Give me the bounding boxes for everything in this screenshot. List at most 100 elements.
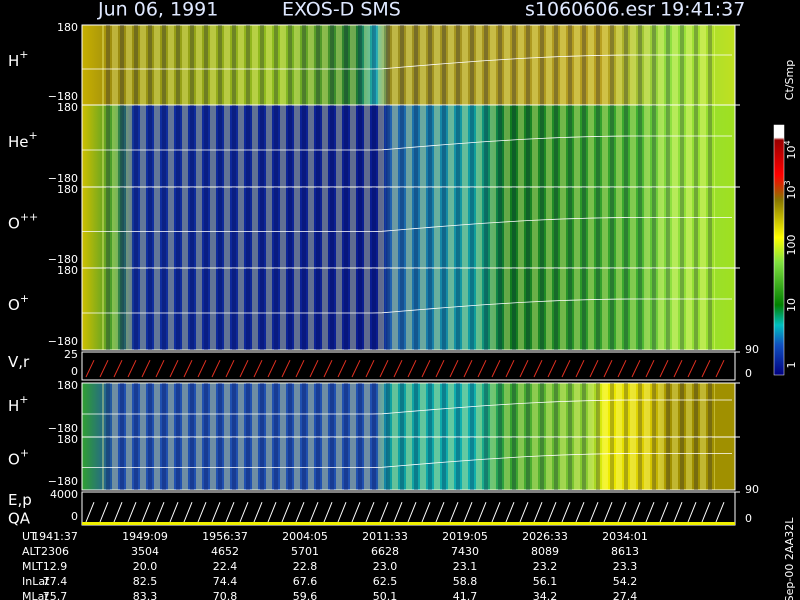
colorbar-label: 100 bbox=[785, 235, 798, 256]
panel-texture bbox=[102, 25, 715, 105]
footer-value: 77.4 bbox=[43, 575, 68, 588]
y-tick-label: 0 bbox=[71, 365, 78, 378]
pitch-curve bbox=[82, 453, 732, 468]
panel-label-text: E,p bbox=[8, 491, 32, 509]
footer-value: 2026:33 bbox=[522, 530, 568, 543]
pitch-curve bbox=[82, 298, 732, 314]
panel-label-sup: + bbox=[19, 393, 28, 406]
footer-row-label: InLat bbox=[22, 575, 50, 588]
footer-value: 27.4 bbox=[613, 590, 638, 600]
panel-texture bbox=[102, 437, 715, 490]
footer-value: 50.1 bbox=[373, 590, 398, 600]
y-tick-label: −180 bbox=[48, 90, 78, 103]
footer-value: 5701 bbox=[291, 545, 319, 558]
y-tick-label: 4000 bbox=[50, 488, 78, 501]
panel-label: O+ bbox=[8, 292, 29, 314]
panel-label-text: O bbox=[8, 450, 20, 468]
footer-row-label: MLT bbox=[22, 560, 43, 573]
footer-value: 75.7 bbox=[43, 590, 68, 600]
footer-value: 22.4 bbox=[213, 560, 238, 573]
qa-bar bbox=[82, 522, 735, 525]
footer-row-label: MLat bbox=[22, 590, 49, 600]
colorbar-label: 103 bbox=[783, 180, 799, 199]
y2-tick-label: 90 bbox=[745, 483, 759, 496]
panel-texture bbox=[102, 105, 715, 187]
footer-value: 2004:05 bbox=[282, 530, 328, 543]
y-tick-label: 180 bbox=[57, 433, 78, 446]
colorbar bbox=[773, 124, 785, 376]
footer-value: 41.7 bbox=[453, 590, 478, 600]
panel-label-text: H bbox=[8, 397, 19, 415]
footer-row-label: UT bbox=[22, 530, 37, 543]
footer-value: 2034:01 bbox=[602, 530, 648, 543]
footer-value: 12.9 bbox=[43, 560, 68, 573]
footer-value: 1956:37 bbox=[202, 530, 248, 543]
panel-label: H+ bbox=[8, 393, 29, 415]
footer-row-label: ALT bbox=[22, 545, 41, 558]
y-tick-label: −180 bbox=[48, 475, 78, 488]
y2-tick-label: 0 bbox=[745, 367, 752, 380]
panel-label-sup: + bbox=[29, 129, 38, 142]
file-name: s1060606.esr bbox=[525, 0, 655, 21]
panel-label-sup: + bbox=[20, 447, 29, 460]
panels: H+180−180He+180−180O++180−180O+180−180V,… bbox=[8, 21, 759, 528]
footer-value: 82.5 bbox=[133, 575, 158, 588]
footer-value: 54.2 bbox=[613, 575, 638, 588]
footer-value: 59.6 bbox=[293, 590, 318, 600]
title-date: Jun 06, 1991 bbox=[97, 0, 218, 21]
footer-value: 20.0 bbox=[133, 560, 158, 573]
footer-value: 2011:33 bbox=[362, 530, 408, 543]
panel-texture bbox=[102, 268, 715, 350]
pitch-curve bbox=[82, 135, 732, 151]
file-time: 19:41:37 bbox=[660, 0, 745, 21]
panel-label: E,p bbox=[8, 491, 32, 509]
y-tick-label: 180 bbox=[57, 101, 78, 114]
title-instrument: EXOS-D SMS bbox=[282, 0, 401, 21]
colorbar-label-exp: 3 bbox=[783, 180, 792, 185]
y-tick-label: 180 bbox=[57, 264, 78, 277]
footer-value: 23.3 bbox=[613, 560, 638, 573]
panel-label-text: He bbox=[8, 133, 29, 151]
panel-label: O+ bbox=[8, 447, 29, 469]
trace bbox=[85, 359, 725, 378]
panel-label: O++ bbox=[8, 211, 38, 233]
footer-value: 2019:05 bbox=[442, 530, 488, 543]
y-tick-label: 25 bbox=[64, 348, 78, 361]
panel-label: V,r bbox=[8, 353, 30, 371]
colorbar-label-base: 100 bbox=[785, 235, 798, 256]
y2-tick-label: 0 bbox=[745, 512, 752, 525]
footer-value: 74.4 bbox=[213, 575, 238, 588]
panel-label-sup: ++ bbox=[20, 211, 38, 224]
panel-label-sup: + bbox=[20, 292, 29, 305]
y-tick-label: −180 bbox=[48, 422, 78, 435]
footer-value: 23.2 bbox=[533, 560, 558, 573]
footer-value: 2306 bbox=[41, 545, 69, 558]
footer-value: 22.8 bbox=[293, 560, 318, 573]
panel-label-text: O bbox=[8, 296, 20, 314]
footer-value: 67.6 bbox=[293, 575, 318, 588]
colorbar-label-base: 1 bbox=[785, 362, 798, 369]
pitch-curve bbox=[82, 54, 732, 70]
footer-value: 70.8 bbox=[213, 590, 238, 600]
colorbar-label: 104 bbox=[783, 140, 799, 159]
footer-value: 1949:09 bbox=[122, 530, 168, 543]
panel-label: H+ bbox=[8, 48, 29, 70]
panel-texture bbox=[102, 187, 715, 268]
y-tick-label: 180 bbox=[57, 21, 78, 34]
footer-value: 34.2 bbox=[533, 590, 558, 600]
footer-value: 58.8 bbox=[453, 575, 478, 588]
trace bbox=[85, 502, 725, 523]
y2-tick-label: 90 bbox=[745, 343, 759, 356]
colorbar-label: 10 bbox=[785, 298, 798, 312]
footer-value: 83.3 bbox=[133, 590, 158, 600]
colorbar-label-base: 10 bbox=[785, 186, 798, 200]
stamp: Sep-00 2AA32L bbox=[783, 517, 796, 600]
panel-label-2: QA bbox=[8, 510, 31, 528]
footer-value: 1941:37 bbox=[32, 530, 78, 543]
colorbar-title: Ct/Smp bbox=[783, 60, 796, 100]
footer-value: 8089 bbox=[531, 545, 559, 558]
y-tick-label: −180 bbox=[48, 335, 78, 348]
panel-label-text: H bbox=[8, 52, 19, 70]
